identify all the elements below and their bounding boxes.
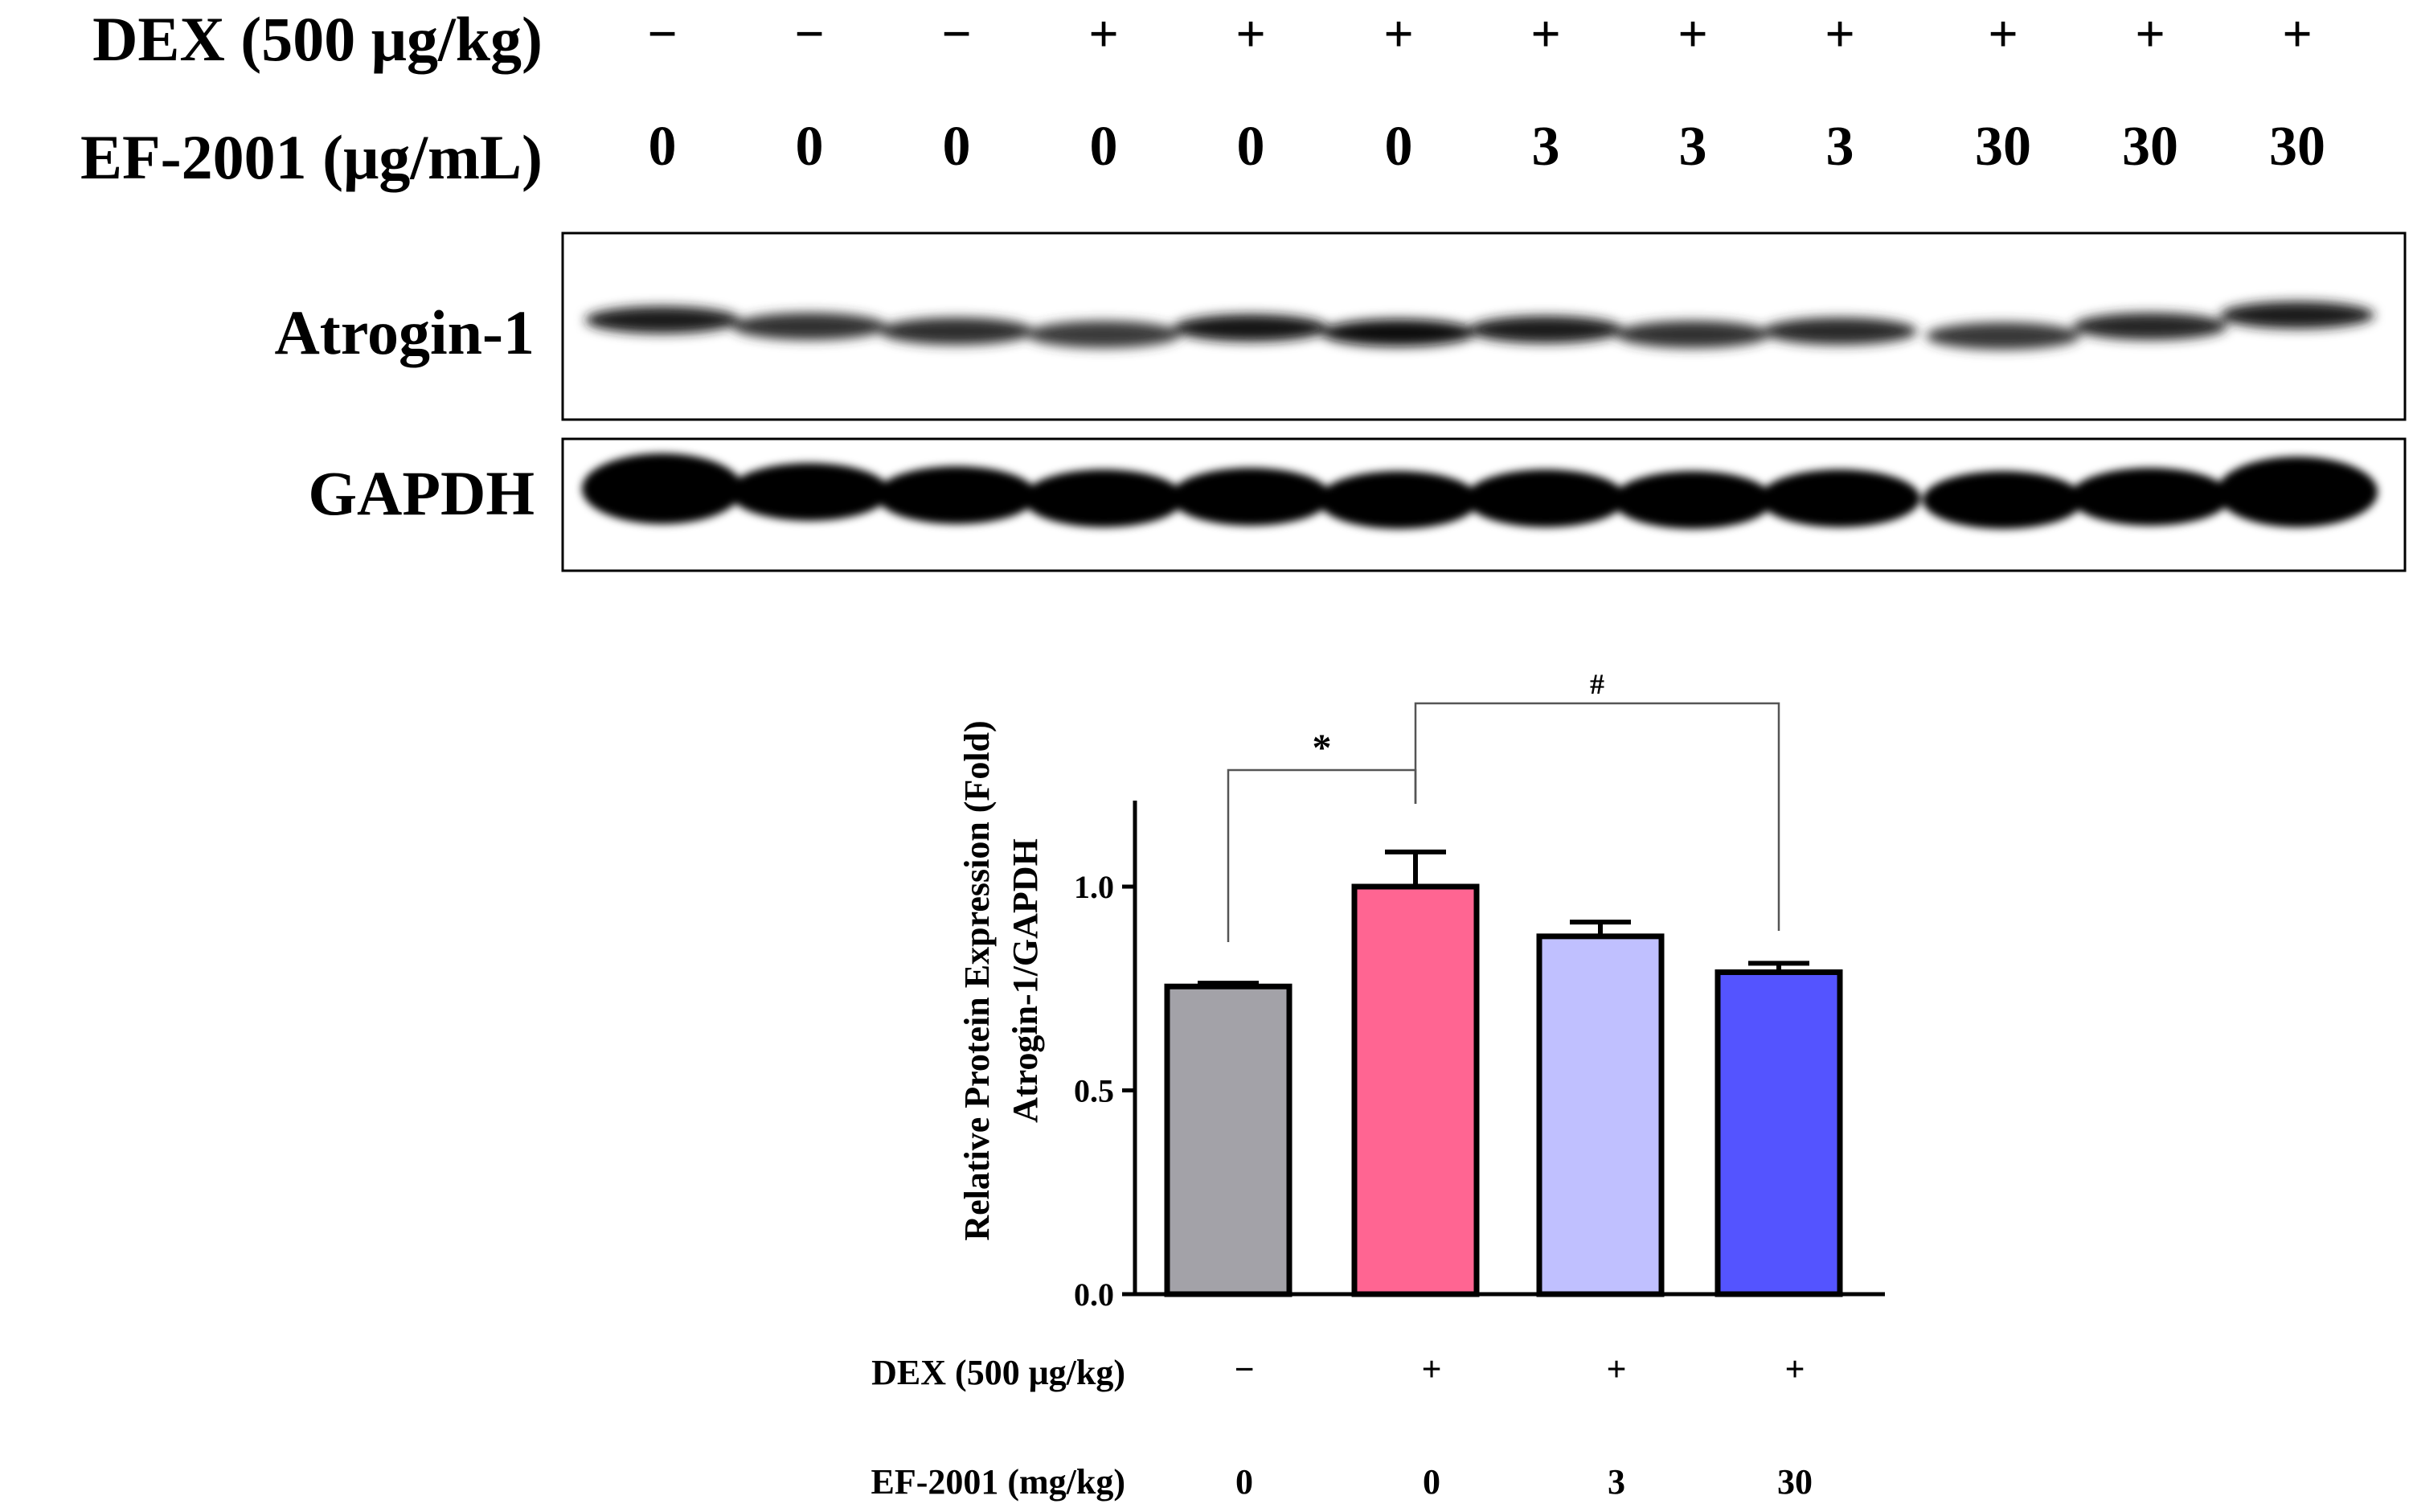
band-atrogin bbox=[2220, 301, 2374, 329]
blot-dex-label: DEX (500 μg/kg) bbox=[92, 4, 543, 74]
blot-ef-dose: 0 bbox=[1385, 116, 1413, 178]
blot-ef-label: EF-2001 (μg/mL) bbox=[80, 122, 543, 192]
blot-dex-sign: + bbox=[1678, 5, 1708, 64]
bands-gapdh bbox=[582, 453, 2378, 529]
significance-brackets: *# bbox=[1227, 668, 1780, 942]
band-atrogin bbox=[879, 318, 1034, 345]
blot-dex-sign: + bbox=[2135, 5, 2165, 64]
band-gapdh bbox=[1612, 471, 1773, 529]
y-ticks: 0.0 0.5 1.0 bbox=[1074, 869, 1135, 1313]
x-row-value: 0 bbox=[1423, 1462, 1440, 1502]
blot-ef-dose: 0 bbox=[649, 116, 677, 178]
x-row-value: 3 bbox=[1608, 1462, 1625, 1502]
blot-dex-sign: + bbox=[1530, 5, 1561, 64]
blot-dex-sign: + bbox=[1088, 5, 1119, 64]
x-row-value: − bbox=[1234, 1350, 1254, 1389]
y-tick-label: 0.0 bbox=[1074, 1276, 1114, 1313]
blot-dex-sign: − bbox=[941, 5, 972, 64]
blot-ef-dose: 0 bbox=[796, 116, 824, 178]
band-atrogin bbox=[1026, 321, 1181, 348]
band-gapdh bbox=[1465, 469, 1626, 527]
blot-ef-dose: 0 bbox=[1090, 116, 1118, 178]
blot-dex-sign: + bbox=[1235, 5, 1266, 64]
band-gapdh bbox=[876, 466, 1037, 524]
band-gapdh bbox=[1318, 471, 1479, 529]
significance-bracket bbox=[1414, 702, 1780, 931]
error-bars bbox=[1198, 849, 1809, 987]
x-row-value: + bbox=[1606, 1350, 1626, 1389]
y-axis-title: Relative Protein Expression (Fold) Atrog… bbox=[957, 720, 1045, 1240]
y-axis-title-line1: Relative Protein Expression (Fold) bbox=[957, 720, 997, 1240]
blot-ef-dose: 3 bbox=[1679, 116, 1707, 178]
band-label-gapdh: GAPDH bbox=[308, 458, 535, 528]
band-gapdh bbox=[2070, 468, 2231, 526]
bar bbox=[1164, 983, 1293, 1297]
blot-ef-dose: 0 bbox=[943, 116, 971, 178]
band-atrogin bbox=[1763, 318, 1917, 345]
band-atrogin bbox=[2073, 313, 2227, 340]
blot-ef-dose: 0 bbox=[1237, 116, 1265, 178]
x-row-value: 30 bbox=[1777, 1462, 1813, 1502]
band-label-atrogin: Atrogin-1 bbox=[274, 297, 535, 367]
bars bbox=[1164, 883, 1843, 1297]
band-atrogin bbox=[585, 306, 739, 334]
blot-dex-sign: − bbox=[794, 5, 825, 64]
significance-symbol: # bbox=[1590, 668, 1604, 700]
band-atrogin bbox=[732, 313, 887, 340]
x-row-dex-label: DEX (500 μg/kg) bbox=[871, 1353, 1125, 1392]
significance-symbol: * bbox=[1313, 727, 1332, 769]
x-row-values: − + + +0 0 3 30 bbox=[1234, 1350, 1813, 1502]
x-row-value: + bbox=[1421, 1350, 1441, 1389]
blot-ef-doses: 0 0 0 0 0 0 3 3 3 30 30 30 bbox=[649, 116, 2326, 178]
band-gapdh bbox=[1170, 468, 1331, 526]
x-row-value: 0 bbox=[1235, 1462, 1253, 1502]
blot-dex-sign: + bbox=[1825, 5, 1855, 64]
blot-dex-sign: − bbox=[647, 5, 678, 64]
band-gapdh bbox=[582, 453, 743, 524]
band-gapdh bbox=[1760, 469, 1920, 527]
band-gapdh bbox=[729, 463, 890, 521]
x-row-ef-label: EF-2001 (mg/kg) bbox=[871, 1462, 1125, 1502]
blot-ef-dose: 30 bbox=[2269, 116, 2325, 178]
y-tick-label: 0.5 bbox=[1074, 1073, 1114, 1109]
band-gapdh bbox=[2217, 457, 2378, 527]
bar bbox=[1351, 883, 1480, 1297]
blot-ef-dose: 3 bbox=[1826, 116, 1854, 178]
blot-dex-sign: + bbox=[1383, 5, 1414, 64]
band-atrogin bbox=[1321, 319, 1476, 346]
x-row-value: + bbox=[1784, 1350, 1805, 1389]
blot-ef-dose: 30 bbox=[2122, 116, 2178, 178]
bar bbox=[1536, 933, 1665, 1297]
band-atrogin bbox=[1926, 322, 2080, 350]
y-axis-title-line2: Atrogin-1/GAPDH bbox=[1006, 838, 1045, 1123]
blot-dex-sign: + bbox=[2282, 5, 2313, 64]
y-tick-label: 1.0 bbox=[1074, 869, 1114, 905]
blot-ef-dose: 30 bbox=[1975, 116, 2031, 178]
bar bbox=[1714, 969, 1843, 1297]
blot-dex-sign: + bbox=[1988, 5, 2018, 64]
band-atrogin bbox=[1469, 316, 1623, 343]
band-atrogin bbox=[1174, 314, 1328, 342]
bands-atrogin bbox=[585, 301, 2374, 350]
band-gapdh bbox=[1023, 469, 1184, 527]
blot-dex-signs: − − − + + + + + + + + + bbox=[647, 5, 2313, 64]
band-atrogin bbox=[1616, 321, 1770, 348]
band-gapdh bbox=[1923, 471, 2083, 529]
blot-ef-dose: 3 bbox=[1532, 116, 1560, 178]
